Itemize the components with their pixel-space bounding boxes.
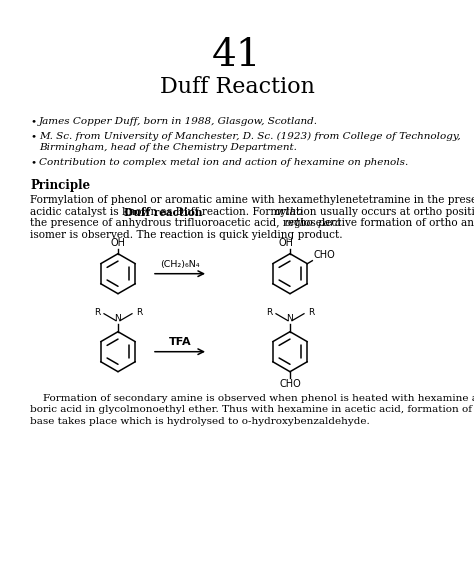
Text: Duff reaction: Duff reaction: [124, 207, 202, 218]
Text: R: R: [308, 308, 314, 317]
Text: R: R: [266, 308, 272, 317]
Text: OH: OH: [110, 238, 126, 248]
Text: •: •: [30, 117, 36, 126]
Text: para: para: [318, 218, 342, 228]
Text: (CH₂)₆N₄: (CH₂)₆N₄: [160, 260, 200, 268]
Text: James Copper Duff, born in 1988, Glasgow, Scotland.: James Copper Duff, born in 1988, Glasgow…: [39, 117, 318, 126]
Text: CHO: CHO: [313, 250, 335, 260]
Text: ortho: ortho: [274, 207, 303, 217]
Text: •: •: [30, 132, 36, 141]
Text: M. Sc. from University of Manchester, D. Sc. (1923) from College of Technology,: M. Sc. from University of Manchester, D.…: [39, 132, 461, 141]
Text: N: N: [287, 314, 293, 322]
Text: acidic catalyst is known as Duff reaction. Formylation usually occurs at ortho p: acidic catalyst is known as Duff reactio…: [30, 207, 474, 217]
Text: Formation of secondary amine is observed when phenol is heated with hexamine and: Formation of secondary amine is observed…: [30, 394, 474, 403]
Text: Formylation of phenol or aromatic amine with hexamethylenetetramine in the prese: Formylation of phenol or aromatic amine …: [30, 195, 474, 205]
Text: N: N: [115, 314, 121, 322]
Text: Contribution to complex metal ion and action of hexamine on phenols.: Contribution to complex metal ion and ac…: [39, 159, 408, 167]
Text: Principle: Principle: [30, 179, 90, 192]
Text: •: •: [30, 159, 36, 167]
Text: ortho: ortho: [284, 218, 313, 228]
Text: isomer is observed. The reaction is quick yielding product.: isomer is observed. The reaction is quic…: [30, 229, 343, 240]
Text: 41: 41: [212, 37, 262, 74]
Text: OH: OH: [279, 238, 293, 248]
Text: R: R: [136, 308, 142, 317]
Text: CHO: CHO: [279, 379, 301, 389]
Text: the presence of anhydrous trifluoroacetic acid, regioselective formation of orth: the presence of anhydrous trifluoroaceti…: [30, 218, 474, 228]
Text: Duff Reaction: Duff Reaction: [160, 76, 314, 98]
Text: boric acid in glycolmonoethyl ether. Thus with hexamine in acetic acid, formatio: boric acid in glycolmonoethyl ether. Thu…: [30, 405, 474, 414]
Text: TFA: TFA: [169, 337, 191, 347]
Text: R: R: [94, 308, 100, 317]
Text: base takes place which is hydrolysed to o-hydroxybenzaldehyde.: base takes place which is hydrolysed to …: [30, 417, 370, 426]
Text: Birmingham, head of the Chemistry Department.: Birmingham, head of the Chemistry Depart…: [39, 144, 297, 152]
